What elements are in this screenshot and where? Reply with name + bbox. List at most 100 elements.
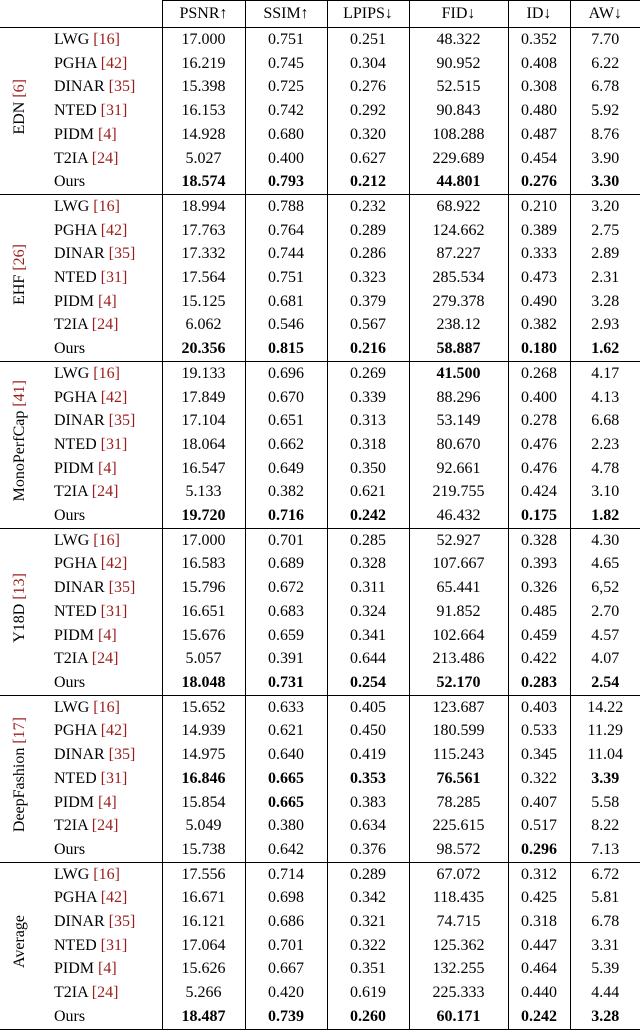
method-name: PGHA bbox=[54, 388, 97, 406]
column-header-2: LPIPS↓ bbox=[326, 0, 409, 28]
metric-cell: 0.739 bbox=[244, 1004, 327, 1030]
metric-cell: 5.39 bbox=[569, 957, 640, 982]
metric-cell: 279.378 bbox=[408, 289, 508, 314]
metric-cell: 0.333 bbox=[507, 242, 570, 267]
method-cell: PIDM [4] bbox=[40, 290, 162, 314]
metric-cell: 1.62 bbox=[569, 337, 640, 362]
table-row: PIDM [4] 15.676 0.659 0.341 102.664 0.459 4.57 bbox=[0, 623, 640, 648]
citation: [4] bbox=[98, 459, 117, 477]
metric-cell: 0.517 bbox=[507, 814, 570, 838]
method-name: T2IA bbox=[54, 817, 88, 835]
method-name: T2IA bbox=[54, 483, 88, 501]
table-row: Ours 19.720 0.716 0.242 46.432 0.175 1.82 bbox=[0, 504, 640, 529]
metric-cell: 1.82 bbox=[569, 504, 640, 529]
method-name: PIDM bbox=[54, 626, 95, 644]
method-name: NTED bbox=[54, 435, 97, 453]
metric-cell: 0.268 bbox=[507, 361, 570, 386]
table-row: PGHA [42] 17.763 0.764 0.289 124.662 0.389 2.7… bbox=[0, 218, 640, 243]
metric-cell: 16.547 bbox=[161, 456, 245, 481]
metric-cell: 0.665 bbox=[244, 790, 327, 815]
citation: [16] bbox=[93, 31, 120, 48]
method-cell: DINAR [35] bbox=[40, 910, 162, 934]
citation: [31] bbox=[100, 435, 128, 453]
metric-cell: 0.350 bbox=[326, 456, 409, 481]
metric-cell: 76.561 bbox=[408, 766, 508, 791]
metric-cell: 0.260 bbox=[326, 1004, 409, 1030]
method-name: T2IA bbox=[54, 984, 88, 1002]
group-label: Y18D [13] bbox=[11, 573, 29, 643]
table-row: T2IA [24] 5.049 0.380 0.634 225.615 0.517 8.22 bbox=[0, 814, 640, 838]
metric-cell: 0.324 bbox=[326, 599, 409, 624]
metric-cell: 17.000 bbox=[161, 27, 245, 52]
metric-cell: 6.22 bbox=[569, 51, 640, 76]
metric-cell: 2.23 bbox=[569, 432, 640, 457]
citation: [35] bbox=[108, 245, 136, 263]
metric-cell: 52.515 bbox=[408, 75, 508, 100]
metric-cell: 0.242 bbox=[326, 504, 409, 529]
citation: [24] bbox=[91, 149, 119, 167]
method-name: LWG bbox=[54, 698, 90, 716]
table-row: DINAR [35] 17.332 0.744 0.286 87.227 0.333 2.8… bbox=[0, 242, 640, 267]
metric-cell: 2.31 bbox=[569, 266, 640, 290]
metric-cell: 53.149 bbox=[408, 409, 508, 433]
metric-cell: 16.219 bbox=[161, 51, 245, 76]
method-name: T2IA bbox=[54, 316, 88, 334]
metric-cell: 0.815 bbox=[244, 337, 327, 362]
table-row: PIDM [4] 14.928 0.680 0.320 108.288 0.487 8.76 bbox=[0, 122, 640, 147]
table-row: DINAR [35] 16.121 0.686 0.321 74.715 0.318 6.7… bbox=[0, 910, 640, 934]
method-cell: LWG [16] bbox=[40, 862, 162, 886]
metric-cell: 0.546 bbox=[244, 313, 327, 338]
metric-cell: 0.422 bbox=[507, 647, 570, 671]
header-row: PSNR↑ SSIM↑ LPIPS↓ FID↓ ID↓ AW↓ bbox=[0, 0, 640, 28]
method-cell: Ours bbox=[40, 504, 162, 528]
metric-cell: 14.22 bbox=[569, 695, 640, 720]
metric-cell: 0.480 bbox=[507, 99, 570, 123]
metric-cell: 0.651 bbox=[244, 409, 327, 433]
method-cell: LWG [16] bbox=[40, 695, 162, 719]
metric-cell: 0.420 bbox=[244, 981, 327, 1005]
metric-cell: 0.400 bbox=[507, 385, 570, 410]
metric-cell: 87.227 bbox=[408, 242, 508, 267]
metric-cell: 15.626 bbox=[161, 957, 245, 982]
method-name: PIDM bbox=[54, 960, 95, 978]
method-name: NTED bbox=[54, 102, 97, 120]
citation: [16] bbox=[93, 531, 120, 549]
table-row: DINAR [35] 14.975 0.640 0.419 115.243 0.345 11… bbox=[0, 743, 640, 767]
citation: [35] bbox=[108, 78, 136, 96]
citation: [42] bbox=[100, 54, 128, 72]
dataset-group-2: MonoPerfCap [41] LWG [16] 19.133 0.696 0.269… bbox=[0, 361, 640, 529]
method-name: T2IA bbox=[54, 650, 88, 668]
citation: [42] bbox=[100, 722, 128, 740]
metric-cell: 4.78 bbox=[569, 456, 640, 481]
citation: [4] bbox=[98, 626, 117, 644]
metric-cell: 48.322 bbox=[408, 27, 508, 52]
metric-cell: 0.278 bbox=[507, 409, 570, 433]
metric-cell: 0.210 bbox=[507, 194, 570, 219]
group-label: Average bbox=[11, 915, 29, 968]
metric-cell: 0.242 bbox=[507, 1004, 570, 1030]
metric-cell: 67.072 bbox=[408, 862, 508, 887]
metric-cell: 0.296 bbox=[507, 837, 570, 863]
method-cell: NTED [31] bbox=[40, 767, 162, 791]
citation: [31] bbox=[100, 936, 128, 954]
metric-cell: 123.687 bbox=[408, 695, 508, 720]
method-cell: NTED [31] bbox=[40, 433, 162, 457]
metric-cell: 285.534 bbox=[408, 266, 508, 290]
metric-cell: 5.133 bbox=[161, 480, 245, 505]
metric-cell: 0.382 bbox=[244, 480, 327, 505]
table-row: PGHA [42] 16.583 0.689 0.328 107.667 0.393 4.6… bbox=[0, 552, 640, 577]
table-row: PGHA [42] 14.939 0.621 0.450 180.599 0.533 11.… bbox=[0, 719, 640, 744]
metric-cell: 5.057 bbox=[161, 647, 245, 671]
table-row: T2IA [24] 5.057 0.391 0.644 213.486 0.422 4.07 bbox=[0, 647, 640, 671]
metric-cell: 213.486 bbox=[408, 647, 508, 671]
metric-cell: 0.619 bbox=[326, 981, 409, 1005]
group-label: EHF [26] bbox=[11, 244, 29, 305]
metric-cell: 0.487 bbox=[507, 122, 570, 147]
metric-cell: 0.352 bbox=[507, 27, 570, 52]
citation: [35] bbox=[108, 579, 136, 597]
metric-cell: 68.922 bbox=[408, 194, 508, 219]
metric-cell: 15.398 bbox=[161, 75, 245, 100]
metric-cell: 15.125 bbox=[161, 289, 245, 314]
group-label-cell: EDN [6] bbox=[0, 28, 40, 195]
table-row: MonoPerfCap [41] LWG [16] 19.133 0.696 0.269… bbox=[0, 361, 640, 502]
